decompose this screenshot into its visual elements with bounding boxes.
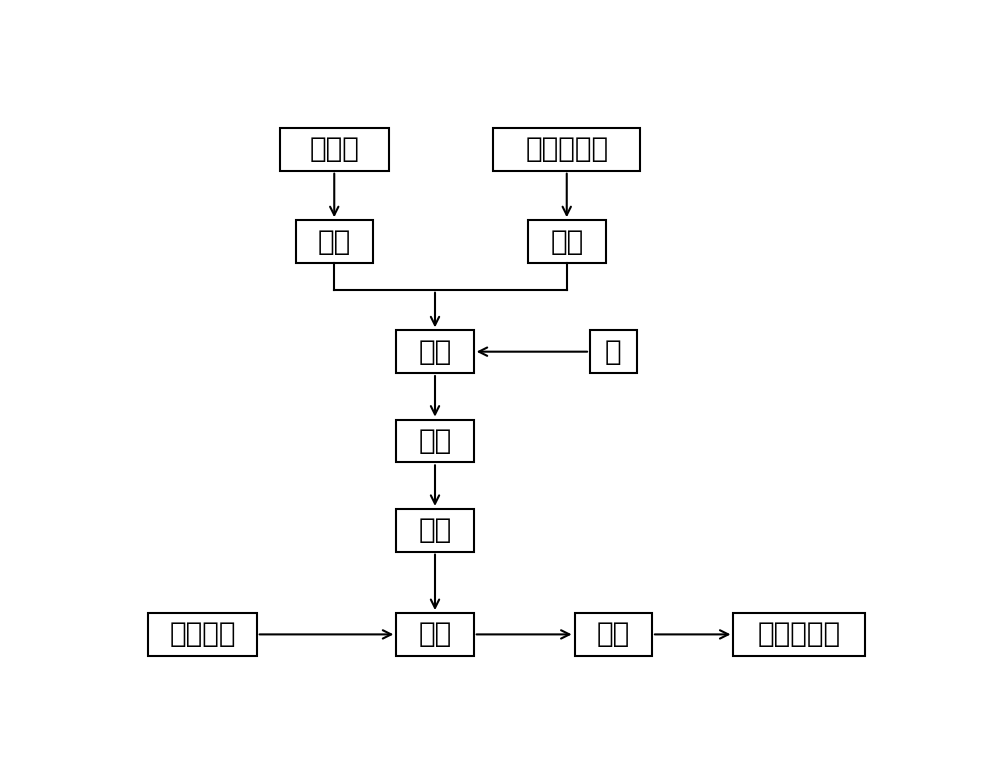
- Text: 粉碎: 粉碎: [318, 227, 351, 256]
- Bar: [396, 509, 474, 552]
- Text: 磳石膏: 磳石膏: [309, 135, 359, 163]
- Bar: [396, 613, 474, 656]
- Text: 混合: 混合: [418, 338, 452, 366]
- Bar: [493, 128, 640, 171]
- Text: 植物废弃物: 植物废弃物: [525, 135, 608, 163]
- Text: 高温: 高温: [418, 516, 452, 544]
- Bar: [574, 613, 652, 656]
- Text: 混合: 混合: [597, 621, 630, 649]
- Text: 造粒: 造粒: [418, 427, 452, 455]
- Bar: [148, 613, 257, 656]
- Text: 鲜磳石膏: 鲜磳石膏: [169, 621, 236, 649]
- Text: 粉碎: 粉碎: [550, 227, 583, 256]
- Text: 颗粒: 颗粒: [418, 621, 452, 649]
- Text: 土壤改良剂: 土壤改良剂: [758, 621, 841, 649]
- Bar: [396, 420, 474, 462]
- Bar: [528, 220, 606, 263]
- Text: 水: 水: [605, 338, 622, 366]
- Bar: [590, 330, 637, 373]
- Bar: [296, 220, 373, 263]
- Bar: [396, 330, 474, 373]
- Bar: [280, 128, 388, 171]
- Bar: [733, 613, 865, 656]
